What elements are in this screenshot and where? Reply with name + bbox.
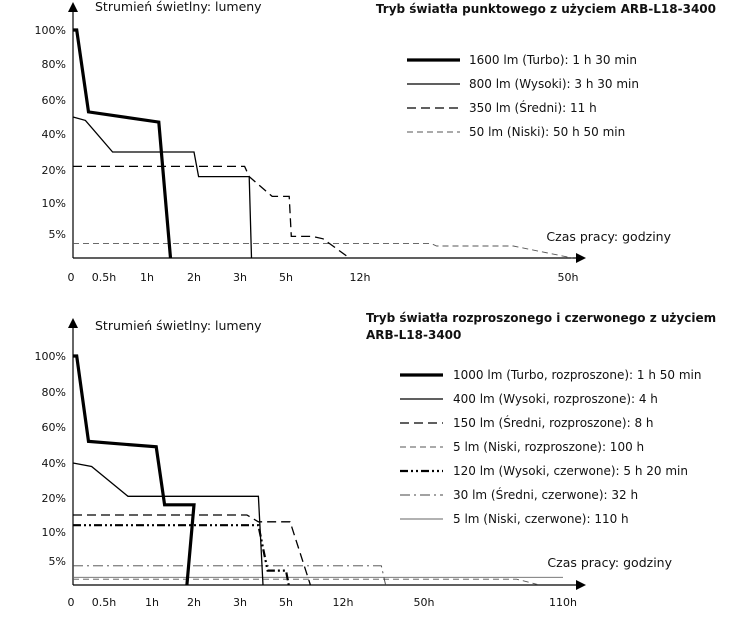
x-tick-label: 50h xyxy=(414,596,435,609)
series-line xyxy=(73,243,573,259)
series-line xyxy=(73,524,290,586)
x-tick-label: 50h xyxy=(558,271,579,284)
x-tick-label: 3h xyxy=(233,271,247,284)
chart-title: Tryb światła rozproszonego i czerwonego … xyxy=(366,311,716,342)
series-line xyxy=(73,354,196,586)
x-tick-label: 12h xyxy=(333,596,354,609)
x-tick-label: 12h xyxy=(350,271,371,284)
legend-label: 5 lm (Niski, czerwone): 110 h xyxy=(453,512,629,526)
x-tick-label: 1h xyxy=(145,596,159,609)
x-tick-label: 1h xyxy=(140,271,154,284)
x-tick-label: 2h xyxy=(187,596,201,609)
series-line xyxy=(73,565,387,586)
x-axis-title: Czas pracy: godziny xyxy=(547,555,672,570)
y-tick-label: 80% xyxy=(42,386,66,399)
y-tick-label: 10% xyxy=(42,526,66,539)
y-tick-label: 100% xyxy=(35,350,66,363)
x-axis-arrow-icon xyxy=(576,253,586,263)
x-tick-label: 5h xyxy=(279,271,293,284)
x-axis-arrow-icon xyxy=(576,580,586,590)
series-line xyxy=(73,165,350,259)
series-line xyxy=(72,116,253,259)
x-tick-label: 3h xyxy=(233,596,247,609)
y-tick-label: 20% xyxy=(42,164,66,177)
y-axis-arrow-icon xyxy=(68,2,78,12)
x-tick-label: 110h xyxy=(549,596,577,609)
legend-label: 150 lm (Średni, rozproszone): 8 h xyxy=(453,415,654,430)
legend-label: 1000 lm (Turbo, rozproszone): 1 h 50 min xyxy=(453,368,701,382)
legend-label: 5 lm (Niski, rozproszone): 100 h xyxy=(453,440,644,454)
chart-spot-mode: 100% 80% 60% 40% 20% 10% 5% 0 0.5h 1h 2h 3h 5h 12h 50h… xyxy=(35,0,716,284)
series-line xyxy=(72,462,264,586)
x-tick-label: 5h xyxy=(279,596,293,609)
x-tick-label: 0.5h xyxy=(92,271,116,284)
y-tick-label: 40% xyxy=(42,128,66,141)
chart-diffuse-red-mode: 100% 80% 60% 40% 20% 10% 5% 0 0.5h 1h 2h 3h 5h 12h 50h… xyxy=(35,311,717,609)
y-axis-title: Strumień świetlny: lumeny xyxy=(95,318,262,333)
legend-label: 800 lm (Wysoki): 3 h 30 min xyxy=(469,77,639,91)
y-tick-label: 60% xyxy=(42,421,66,434)
y-tick-label: 80% xyxy=(42,58,66,71)
series-line xyxy=(73,578,540,586)
y-tick-label: 20% xyxy=(42,492,66,505)
legend: 1000 lm (Turbo, rozproszone): 1 h 50 min… xyxy=(400,368,701,526)
x-tick-label: 0.5h xyxy=(92,596,116,609)
legend-label: 1600 lm (Turbo): 1 h 30 min xyxy=(469,53,637,67)
legend: 1600 lm (Turbo): 1 h 30 min 800 lm (Wysok… xyxy=(407,53,639,139)
y-tick-label: 10% xyxy=(42,197,66,210)
series-line xyxy=(73,28,173,259)
y-tick-label: 5% xyxy=(49,555,66,568)
y-axis-arrow-icon xyxy=(68,318,78,328)
y-tick-label: 100% xyxy=(35,24,66,37)
chart-title: Tryb światła punktowego z użyciem ARB-L1… xyxy=(376,2,716,16)
legend-label: 400 lm (Wysoki, rozproszone): 4 h xyxy=(453,392,658,406)
y-axis-title: Strumień świetlny: lumeny xyxy=(95,0,262,14)
y-tick-label: 40% xyxy=(42,457,66,470)
y-tick-label: 60% xyxy=(42,94,66,107)
x-tick-label: 0 xyxy=(68,271,75,284)
legend-label: 30 lm (Średni, czerwone): 32 h xyxy=(453,487,638,502)
legend-label: 50 lm (Niski): 50 h 50 min xyxy=(469,125,625,139)
x-tick-label: 2h xyxy=(187,271,201,284)
x-tick-label: 0 xyxy=(68,596,75,609)
series-line xyxy=(73,514,312,586)
y-tick-label: 5% xyxy=(49,228,66,241)
legend-label: 350 lm (Średni): 11 h xyxy=(469,100,597,115)
legend-label: 120 lm (Wysoki, czerwone): 5 h 20 min xyxy=(453,464,688,478)
x-axis-title: Czas pracy: godziny xyxy=(546,229,671,244)
